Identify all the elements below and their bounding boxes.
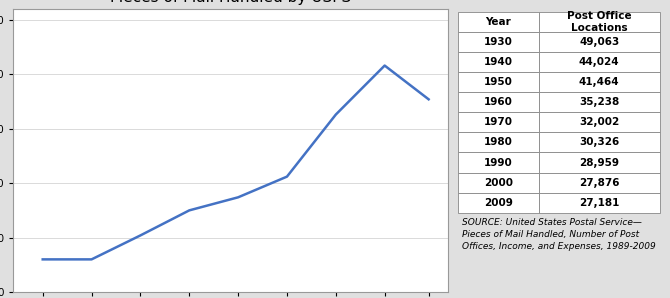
Text: 44,024: 44,024 [579, 57, 620, 67]
Bar [539, 112, 660, 132]
Bar [539, 52, 660, 72]
Text: 1940: 1940 [484, 57, 513, 67]
Bar [539, 193, 660, 213]
Text: Year: Year [485, 17, 511, 27]
Text: 1970: 1970 [484, 117, 513, 127]
Bar [539, 132, 660, 153]
Text: 1980: 1980 [484, 137, 513, 148]
Text: 28,959: 28,959 [580, 158, 619, 167]
Bar [458, 173, 539, 193]
Bar [458, 153, 539, 173]
Text: 1960: 1960 [484, 97, 513, 107]
Bar [458, 72, 539, 92]
Text: 27,876: 27,876 [579, 178, 620, 188]
Bar [458, 12, 539, 32]
Bar [458, 132, 539, 153]
Bar [539, 12, 660, 32]
Text: 41,464: 41,464 [579, 77, 620, 87]
Text: 2000: 2000 [484, 178, 513, 188]
Text: 30,326: 30,326 [579, 137, 619, 148]
Bar [458, 193, 539, 213]
Text: SOURCE: United States Postal Service—
Pieces of Mail Handled, Number of Post
Off: SOURCE: United States Postal Service— Pi… [462, 218, 655, 251]
Text: 49,063: 49,063 [579, 37, 619, 47]
Text: 1930: 1930 [484, 37, 513, 47]
Bar [539, 173, 660, 193]
Title: Pieces of Mail Handled by USPS: Pieces of Mail Handled by USPS [110, 0, 351, 5]
Bar [539, 72, 660, 92]
Bar [539, 153, 660, 173]
Text: 2009: 2009 [484, 198, 513, 208]
Bar [458, 92, 539, 112]
Bar [458, 32, 539, 52]
Bar [458, 52, 539, 72]
Text: Post Office
Locations: Post Office Locations [567, 11, 632, 32]
Text: 1990: 1990 [484, 158, 513, 167]
Text: 35,238: 35,238 [579, 97, 619, 107]
Bar [539, 92, 660, 112]
Bar [458, 112, 539, 132]
Bar [539, 32, 660, 52]
Text: 27,181: 27,181 [579, 198, 620, 208]
Text: 32,002: 32,002 [579, 117, 619, 127]
Text: 1950: 1950 [484, 77, 513, 87]
